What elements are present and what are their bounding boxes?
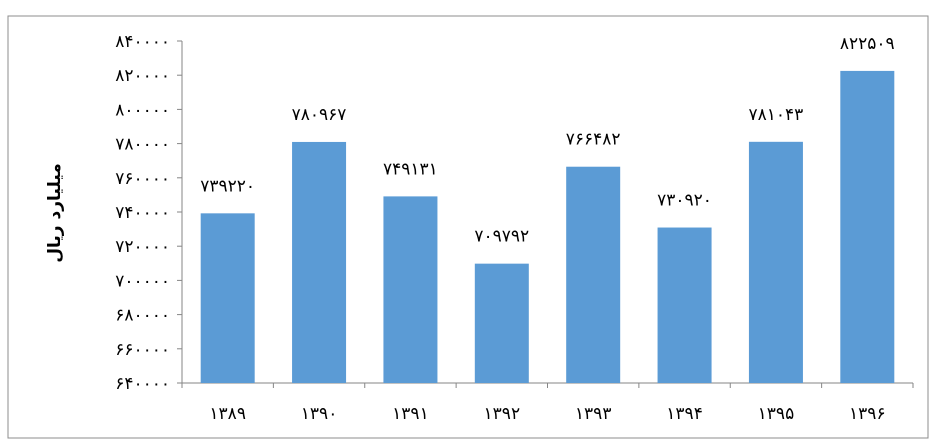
bar-5 (566, 166, 621, 383)
data-labels-group: ۷۳۹۲۲۰ ۷۸۰۹۶۷ ۷۴۹۱۳۱ ۷۰۹۷۹۲ ۷۶۶۴۸۲ ۷۳۰۹۲۰ ۷۸۱۰… (200, 34, 894, 247)
data-label: ۷۳۰۹۲۰ (657, 191, 712, 211)
y-tick-label: ۷۰۰۰۰۰ (115, 271, 170, 291)
bar-2 (292, 141, 347, 383)
bars-group (200, 70, 895, 383)
y-tick-label: ۷۶۰۰۰۰ (115, 169, 170, 189)
y-tick-label: ۶۴۰۰۰۰ (115, 374, 170, 394)
y-axis-ticks: ۶۴۰۰۰۰ ۶۶۰۰۰۰ ۶۸۰۰۰۰ ۷۰۰۰۰۰ ۷۲۰۰۰۰ ۷۴۰۰۰۰ ۷۶۰۰… (115, 32, 182, 394)
bar-7 (748, 141, 803, 383)
x-tick-label: ۱۳۹۵ (758, 404, 795, 424)
data-label: ۷۶۶۴۸۲ (566, 130, 621, 150)
x-tick-label: ۱۳۹۴ (666, 404, 703, 424)
bar-1 (200, 213, 255, 383)
data-label: ۷۰۹۷۹۲ (474, 227, 529, 247)
x-tick-label: ۱۳۹۱ (392, 404, 429, 424)
x-tick-label: ۱۳۹۶ (849, 404, 886, 424)
y-tick-label: ۸۲۰۰۰۰ (115, 66, 170, 86)
bar-6 (657, 227, 712, 383)
bar-4 (474, 263, 529, 383)
data-label: ۷۴۹۱۳۱ (383, 159, 438, 179)
y-tick-label: ۶۸۰۰۰۰ (115, 306, 170, 326)
y-tick-label: ۷۸۰۰۰۰ (115, 135, 170, 155)
x-axis-ticks: ۱۳۸۹ ۱۳۹۰ ۱۳۹۱ ۱۳۹۲ ۱۳۹۳ ۱۳۹۴ ۱۳۹۵ ۱۳۹۶ (181, 383, 914, 424)
x-tick-label: ۱۳۹۳ (575, 404, 612, 424)
data-label: ۸۲۲۵۰۹ (840, 34, 895, 54)
y-tick-label: ۷۴۰۰۰۰ (115, 203, 170, 223)
bar-3 (383, 196, 438, 383)
y-tick-label: ۸۴۰۰۰۰ (115, 32, 170, 52)
x-tick-label: ۱۳۹۰ (301, 404, 338, 424)
data-label: ۷۸۱۰۴۳ (749, 105, 804, 125)
bar-8 (840, 70, 895, 383)
x-tick-label: ۱۳۸۹ (209, 404, 246, 424)
y-axis-title: میلیارد ریال (45, 163, 65, 262)
y-tick-label: ۶۶۰۰۰۰ (115, 340, 170, 360)
data-label: ۷۸۰۹۶۷ (292, 105, 347, 125)
y-tick-label: ۸۰۰۰۰۰ (115, 100, 170, 120)
y-tick-label: ۷۲۰۰۰۰ (115, 237, 170, 257)
x-tick-label: ۱۳۹۲ (484, 404, 521, 424)
data-label: ۷۳۹۲۲۰ (200, 176, 255, 196)
